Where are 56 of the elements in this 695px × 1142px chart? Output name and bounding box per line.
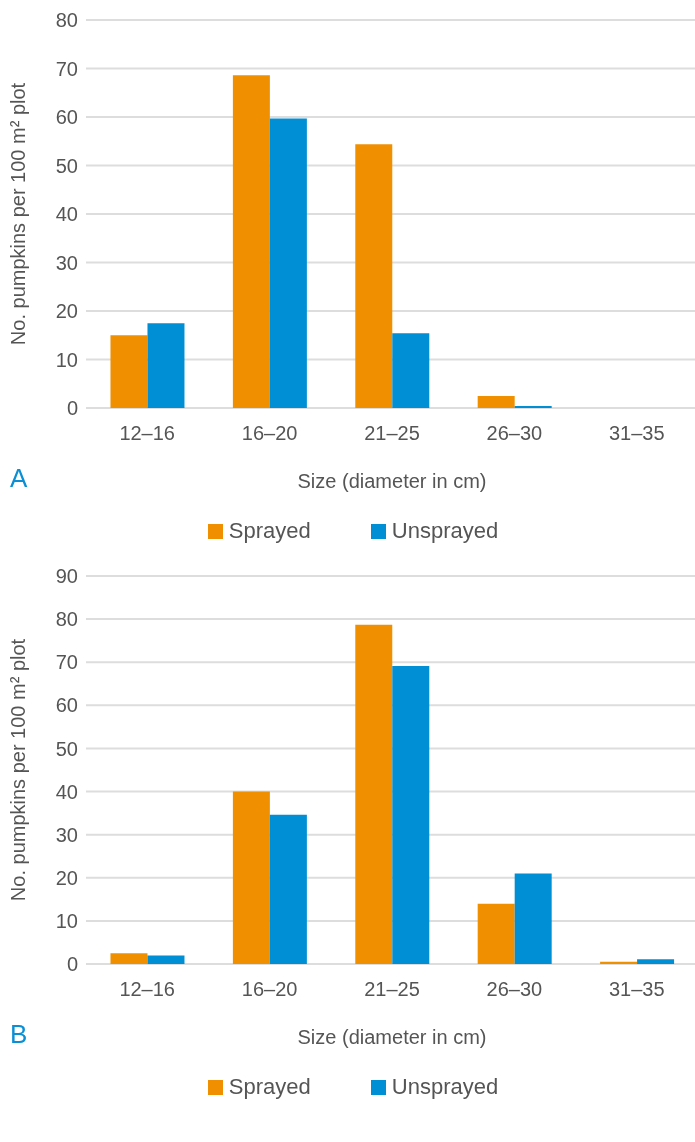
- bar: [110, 953, 148, 964]
- bar: [355, 144, 393, 408]
- bar: [637, 959, 675, 964]
- x-tick-label: 21–25: [364, 422, 420, 445]
- y-tick-label: 30: [55, 251, 78, 274]
- y-tick-label: 70: [55, 651, 78, 674]
- y-tick-label: 70: [55, 57, 78, 80]
- bar: [600, 961, 638, 964]
- y-tick-label: 90: [55, 565, 78, 588]
- y-tick-label: 60: [55, 106, 78, 129]
- y-tick-label: 50: [55, 737, 78, 760]
- y-axis-title: No. pumpkins per 100 m² plot: [7, 82, 30, 346]
- bar: [147, 323, 185, 408]
- x-axis-title: Size (diameter in cm): [297, 470, 487, 492]
- x-axis-title: Size (diameter in cm): [297, 1026, 487, 1048]
- y-tick-label: 60: [55, 694, 78, 717]
- y-tick-label: 10: [55, 909, 78, 932]
- x-tick-label: 26–30: [486, 422, 543, 445]
- bar: [477, 903, 515, 964]
- bar: [477, 395, 515, 408]
- y-tick-label: 80: [55, 9, 78, 32]
- text: A: [10, 463, 28, 494]
- bar: [355, 624, 393, 964]
- x-tick-label: 16–20: [241, 978, 298, 1001]
- bar: [232, 791, 270, 964]
- y-tick-label: 40: [55, 780, 78, 803]
- bar: [514, 873, 552, 964]
- y-tick-label: 40: [55, 203, 78, 226]
- x-tick-label: 21–25: [364, 978, 420, 1001]
- x-tick-label: 12–16: [119, 978, 176, 1001]
- y-tick-label: 80: [55, 608, 78, 631]
- legend-label: Unsprayed: [391, 1074, 499, 1100]
- bar: [269, 118, 307, 408]
- y-tick-label: 10: [55, 348, 78, 371]
- legend-label: Sprayed: [228, 1074, 311, 1100]
- bar: [147, 955, 185, 964]
- y-tick-label: 30: [55, 823, 78, 846]
- legend-label: Sprayed: [228, 518, 311, 544]
- legend-label: Unsprayed: [391, 518, 499, 544]
- bar: [269, 814, 307, 964]
- y-tick-label: 0: [66, 953, 78, 976]
- y-tick-label: 50: [55, 154, 78, 177]
- x-tick-label: 12–16: [119, 422, 176, 445]
- y-tick-label: 20: [55, 300, 78, 323]
- bar: [110, 335, 148, 408]
- x-tick-label: 31–35: [608, 978, 665, 1001]
- y-axis-title: No. pumpkins per 100 m² plot: [7, 638, 30, 902]
- x-tick-label: 26–30: [486, 978, 543, 1001]
- bar: [392, 333, 430, 408]
- bar: [232, 75, 270, 408]
- x-tick-label: 16–20: [241, 422, 298, 445]
- text: B: [10, 1019, 28, 1050]
- y-tick-label: 20: [55, 866, 78, 889]
- bar: [392, 666, 430, 964]
- x-tick-label: 31–35: [608, 422, 665, 445]
- y-tick-label: 0: [66, 397, 78, 420]
